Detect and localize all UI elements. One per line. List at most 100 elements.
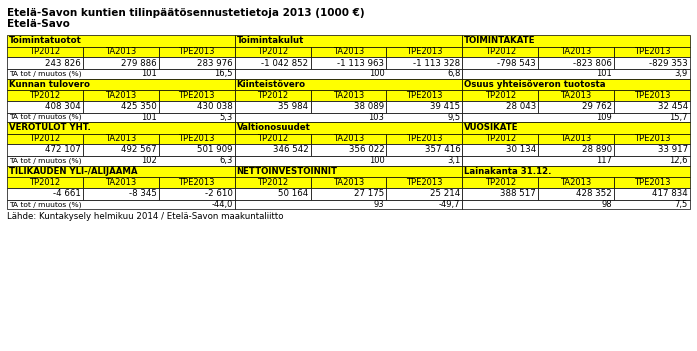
Bar bbox=[235, 69, 462, 79]
Text: 28 890: 28 890 bbox=[582, 146, 612, 154]
Text: 388 517: 388 517 bbox=[500, 189, 536, 198]
Text: VUOSIKATE: VUOSIKATE bbox=[464, 123, 519, 132]
Text: 243 826: 243 826 bbox=[45, 59, 81, 67]
Bar bbox=[462, 79, 690, 90]
Bar bbox=[159, 90, 235, 100]
Bar bbox=[7, 177, 83, 187]
Text: 6,3: 6,3 bbox=[220, 156, 233, 165]
Text: TPE2013: TPE2013 bbox=[406, 91, 443, 100]
Bar bbox=[7, 133, 83, 144]
Bar bbox=[311, 187, 386, 199]
Text: Toimintakulut: Toimintakulut bbox=[237, 36, 304, 45]
Text: Osuus yhteisöveron tuotosta: Osuus yhteisöveron tuotosta bbox=[464, 80, 606, 89]
Bar bbox=[159, 133, 235, 144]
Bar bbox=[462, 113, 690, 122]
Text: TP2012: TP2012 bbox=[257, 178, 288, 187]
Text: 39 415: 39 415 bbox=[430, 102, 460, 111]
Bar bbox=[235, 187, 311, 199]
Text: 33 917: 33 917 bbox=[658, 146, 688, 154]
Bar bbox=[311, 144, 386, 156]
Text: TP2012: TP2012 bbox=[29, 134, 61, 143]
Text: 103: 103 bbox=[369, 113, 385, 122]
Bar bbox=[159, 46, 235, 57]
Bar bbox=[7, 46, 83, 57]
Bar bbox=[159, 57, 235, 69]
Text: 279 886: 279 886 bbox=[121, 59, 157, 67]
Text: TP2012: TP2012 bbox=[29, 91, 61, 100]
Text: 16,5: 16,5 bbox=[214, 69, 233, 78]
Bar bbox=[7, 57, 83, 69]
Bar bbox=[538, 100, 614, 113]
Bar bbox=[386, 57, 462, 69]
Bar bbox=[83, 57, 159, 69]
Bar bbox=[235, 156, 462, 166]
Text: 38 089: 38 089 bbox=[354, 102, 385, 111]
Text: TP2012: TP2012 bbox=[257, 47, 288, 56]
Text: TA2013: TA2013 bbox=[560, 91, 592, 100]
Text: TA2013: TA2013 bbox=[560, 47, 592, 56]
Text: 283 976: 283 976 bbox=[197, 59, 233, 67]
Text: 6,8: 6,8 bbox=[447, 69, 460, 78]
Bar bbox=[159, 100, 235, 113]
Bar bbox=[7, 79, 235, 90]
Bar bbox=[83, 90, 159, 100]
Text: 101: 101 bbox=[141, 69, 157, 78]
Text: -1 042 852: -1 042 852 bbox=[261, 59, 309, 67]
Text: 408 304: 408 304 bbox=[45, 102, 81, 111]
Bar bbox=[311, 100, 386, 113]
Bar bbox=[7, 187, 83, 199]
Text: TOIMINTAKATE: TOIMINTAKATE bbox=[464, 36, 536, 45]
Text: TA2013: TA2013 bbox=[105, 91, 137, 100]
Bar bbox=[462, 122, 690, 133]
Text: TPE2013: TPE2013 bbox=[406, 178, 443, 187]
Bar bbox=[83, 133, 159, 144]
Text: TP2012: TP2012 bbox=[257, 91, 288, 100]
Text: TPE2013: TPE2013 bbox=[406, 134, 443, 143]
Bar bbox=[462, 46, 538, 57]
Text: TPE2013: TPE2013 bbox=[634, 91, 671, 100]
Text: 428 352: 428 352 bbox=[576, 189, 612, 198]
Text: 15,7: 15,7 bbox=[670, 113, 688, 122]
Bar bbox=[538, 90, 614, 100]
Text: -8 345: -8 345 bbox=[129, 189, 157, 198]
Text: 356 022: 356 022 bbox=[348, 146, 385, 154]
Bar bbox=[7, 35, 235, 46]
Bar bbox=[311, 133, 386, 144]
Text: -1 113 328: -1 113 328 bbox=[413, 59, 460, 67]
Text: TA tot / muutos (%): TA tot / muutos (%) bbox=[9, 201, 82, 207]
Text: Toimintatuotot: Toimintatuotot bbox=[9, 36, 82, 45]
Bar bbox=[235, 46, 311, 57]
Bar bbox=[538, 57, 614, 69]
Bar bbox=[83, 177, 159, 187]
Bar bbox=[614, 46, 690, 57]
Bar bbox=[538, 133, 614, 144]
Bar bbox=[159, 187, 235, 199]
Text: 100: 100 bbox=[369, 69, 385, 78]
Bar bbox=[538, 46, 614, 57]
Text: TA2013: TA2013 bbox=[560, 178, 592, 187]
Bar bbox=[235, 35, 462, 46]
Text: 9,5: 9,5 bbox=[447, 113, 460, 122]
Bar bbox=[386, 100, 462, 113]
Bar bbox=[83, 144, 159, 156]
Text: TP2012: TP2012 bbox=[29, 47, 61, 56]
Bar bbox=[235, 90, 311, 100]
Bar bbox=[311, 57, 386, 69]
Text: TA2013: TA2013 bbox=[333, 134, 364, 143]
Text: -44,0: -44,0 bbox=[211, 200, 233, 209]
Bar bbox=[7, 122, 235, 133]
Text: -49,7: -49,7 bbox=[439, 200, 460, 209]
Text: 117: 117 bbox=[596, 156, 612, 165]
Text: TA tot / muutos (%): TA tot / muutos (%) bbox=[9, 158, 82, 164]
Text: TA tot / muutos (%): TA tot / muutos (%) bbox=[9, 114, 82, 120]
Text: -829 353: -829 353 bbox=[649, 59, 688, 67]
Text: 102: 102 bbox=[141, 156, 157, 165]
Text: -4 661: -4 661 bbox=[53, 189, 81, 198]
Bar bbox=[462, 199, 690, 209]
Bar bbox=[7, 166, 235, 177]
Text: TPE2013: TPE2013 bbox=[178, 47, 215, 56]
Bar bbox=[386, 177, 462, 187]
Text: -823 806: -823 806 bbox=[573, 59, 612, 67]
Bar bbox=[7, 113, 235, 122]
Text: 501 909: 501 909 bbox=[197, 146, 233, 154]
